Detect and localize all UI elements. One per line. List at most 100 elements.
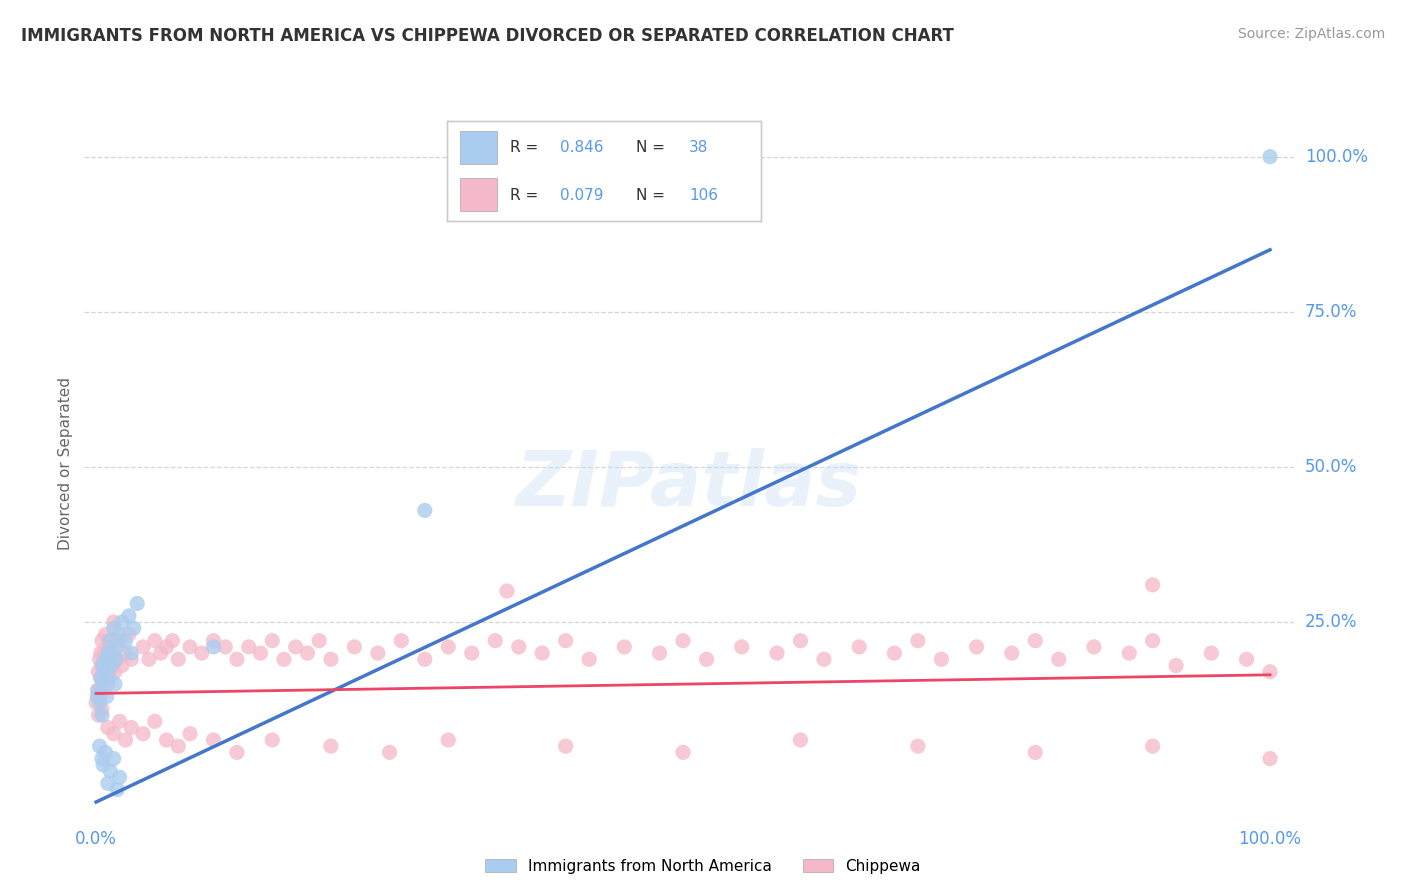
Point xyxy=(94,627,117,641)
Point xyxy=(103,727,125,741)
Point xyxy=(89,690,111,704)
Point xyxy=(1047,652,1070,666)
Point xyxy=(97,646,120,660)
Point xyxy=(226,745,249,759)
Point xyxy=(319,652,342,666)
Point xyxy=(120,646,142,660)
Point xyxy=(96,652,118,666)
Point xyxy=(413,503,436,517)
Point xyxy=(86,683,108,698)
Point xyxy=(696,652,718,666)
Point xyxy=(907,739,929,754)
Point xyxy=(97,677,120,691)
Point xyxy=(162,633,184,648)
Point xyxy=(94,671,117,685)
Point xyxy=(672,633,695,648)
Point xyxy=(1201,646,1223,660)
Point xyxy=(122,621,145,635)
Point xyxy=(1083,640,1105,654)
Point xyxy=(1258,751,1281,765)
Point xyxy=(105,652,128,666)
Point xyxy=(100,658,122,673)
Point xyxy=(91,633,114,648)
Point xyxy=(238,640,260,654)
Point xyxy=(262,733,284,747)
Point xyxy=(93,665,115,679)
Point xyxy=(319,739,342,754)
Point xyxy=(98,764,121,778)
Point xyxy=(1258,665,1281,679)
Text: ZIPatlas: ZIPatlas xyxy=(516,449,862,522)
Point xyxy=(132,640,155,654)
Point xyxy=(1142,739,1164,754)
Point xyxy=(226,652,249,666)
Point xyxy=(108,770,131,784)
Point xyxy=(91,658,114,673)
Point xyxy=(531,646,554,660)
Point xyxy=(554,633,576,648)
Point xyxy=(284,640,307,654)
Point xyxy=(848,640,870,654)
Text: Source: ZipAtlas.com: Source: ZipAtlas.com xyxy=(1237,27,1385,41)
Point xyxy=(97,776,120,790)
Text: 25.0%: 25.0% xyxy=(1305,613,1357,631)
Point xyxy=(214,640,236,654)
Point xyxy=(91,757,114,772)
Point xyxy=(1001,646,1024,660)
Point xyxy=(90,671,112,685)
Point xyxy=(101,646,124,660)
Point xyxy=(114,646,136,660)
Point xyxy=(105,782,128,797)
Point xyxy=(554,739,576,754)
Point xyxy=(104,677,127,691)
Point xyxy=(1024,745,1046,759)
Point xyxy=(813,652,835,666)
Point xyxy=(202,640,225,654)
Point xyxy=(155,733,177,747)
Point xyxy=(103,751,125,765)
Point xyxy=(111,658,134,673)
Point xyxy=(93,646,115,660)
Point xyxy=(1142,633,1164,648)
Point xyxy=(648,646,671,660)
Point xyxy=(101,646,124,660)
Point xyxy=(202,633,225,648)
Point xyxy=(91,658,114,673)
Point xyxy=(149,646,172,660)
Point xyxy=(367,646,389,660)
Point xyxy=(86,690,108,704)
Point xyxy=(91,708,114,723)
Point xyxy=(155,640,177,654)
Point xyxy=(97,640,120,654)
Point xyxy=(98,633,121,648)
Legend: Immigrants from North America, Chippewa: Immigrants from North America, Chippewa xyxy=(479,853,927,880)
Text: 50.0%: 50.0% xyxy=(1305,458,1357,476)
Point xyxy=(789,733,811,747)
Point xyxy=(672,745,695,759)
Point xyxy=(931,652,953,666)
Point xyxy=(91,677,114,691)
Point xyxy=(413,652,436,666)
Point xyxy=(262,633,284,648)
Point xyxy=(378,745,401,759)
Point xyxy=(484,633,506,648)
Point xyxy=(114,633,136,648)
Point xyxy=(90,671,112,685)
Point xyxy=(389,633,412,648)
Point xyxy=(437,640,460,654)
Point xyxy=(883,646,905,660)
Point xyxy=(108,714,131,729)
Point xyxy=(94,745,117,759)
Point xyxy=(105,652,128,666)
Point xyxy=(103,621,125,635)
Point xyxy=(91,702,114,716)
Point xyxy=(98,665,121,679)
Point xyxy=(108,633,131,648)
Point xyxy=(907,633,929,648)
Point xyxy=(578,652,600,666)
Point xyxy=(461,646,484,660)
Point xyxy=(87,665,110,679)
Point xyxy=(103,615,125,629)
Point xyxy=(89,652,111,666)
Point xyxy=(108,627,131,641)
